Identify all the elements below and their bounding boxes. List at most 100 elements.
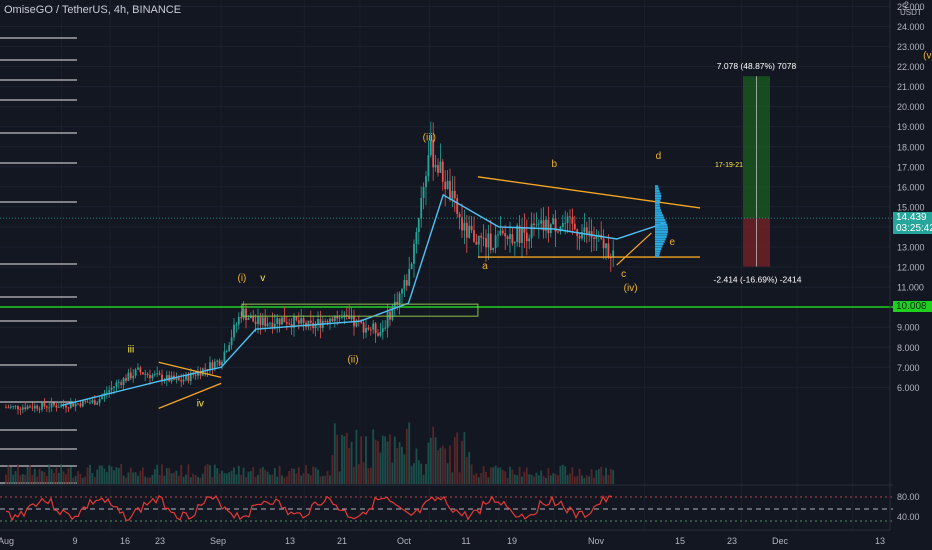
volume-bar bbox=[67, 468, 70, 484]
volume-bar bbox=[365, 436, 367, 484]
volume-bar bbox=[391, 462, 394, 484]
candle-body bbox=[513, 242, 516, 244]
volume-bar bbox=[139, 470, 142, 484]
volume-bar bbox=[533, 476, 535, 484]
profile-bar bbox=[655, 199, 661, 202]
profile-bar bbox=[655, 221, 667, 224]
volume-bar bbox=[518, 466, 521, 484]
time-tick: 16 bbox=[120, 536, 130, 546]
volume-bar bbox=[528, 474, 531, 484]
volume-bar bbox=[434, 437, 437, 484]
volume-bar bbox=[62, 471, 65, 484]
volume-bar bbox=[285, 476, 288, 484]
wave-label: (iii) bbox=[423, 133, 436, 144]
volume-bar bbox=[225, 473, 228, 484]
candle-body bbox=[456, 198, 459, 215]
volume-bar bbox=[98, 465, 101, 484]
volume-bar bbox=[432, 426, 435, 484]
candle-body bbox=[537, 223, 540, 225]
candle-body bbox=[523, 226, 526, 233]
price-tick: 17.000 bbox=[897, 162, 925, 172]
candle-body bbox=[417, 218, 420, 233]
candle-body bbox=[535, 224, 538, 226]
volume-bar bbox=[427, 442, 430, 484]
candle-body bbox=[240, 316, 243, 319]
volume-bar bbox=[362, 462, 365, 484]
volume-bar bbox=[451, 472, 454, 484]
price-tick: 18.000 bbox=[897, 142, 925, 152]
volume-bar bbox=[77, 471, 79, 484]
candle-body bbox=[72, 403, 75, 407]
volume-bar bbox=[189, 477, 192, 484]
candle-body bbox=[209, 362, 211, 371]
profile-bar bbox=[655, 228, 668, 231]
candle-body bbox=[53, 402, 55, 406]
volume-bar bbox=[494, 465, 497, 484]
chart-title: OmiseGO / TetherUS, 4h, BINANCE bbox=[4, 4, 182, 16]
candle-body bbox=[9, 406, 12, 408]
profile-bar bbox=[655, 245, 663, 248]
candle-body bbox=[408, 269, 411, 286]
candle-body bbox=[571, 217, 574, 224]
volume-profile-lines bbox=[0, 37, 77, 484]
volume-bars bbox=[5, 422, 615, 484]
volume-bar bbox=[331, 454, 334, 484]
volume-bar bbox=[429, 437, 432, 484]
long-position-tool[interactable]: 7.078 (48.87%) 7078 -2.414 (-16.69%) -241… bbox=[0, 61, 893, 285]
volume-bar bbox=[348, 447, 351, 484]
candle-body bbox=[578, 236, 581, 239]
volume-bar bbox=[516, 475, 519, 484]
candle-body bbox=[494, 235, 497, 248]
candle-body bbox=[326, 321, 329, 323]
candle-body bbox=[81, 400, 84, 407]
candle-body bbox=[429, 139, 432, 156]
candle-body bbox=[482, 237, 485, 239]
volume-bar bbox=[209, 465, 211, 484]
candle-body bbox=[19, 409, 22, 411]
volume-bar bbox=[129, 467, 132, 484]
candle-body bbox=[530, 223, 533, 239]
time-tick: Oct bbox=[397, 536, 412, 546]
volume-bar bbox=[79, 473, 82, 484]
candle-body bbox=[245, 308, 247, 321]
volume-bar bbox=[374, 439, 377, 484]
candle-body bbox=[259, 316, 262, 326]
volume-bar bbox=[336, 435, 339, 484]
range-box bbox=[241, 303, 479, 317]
candle-body bbox=[374, 323, 377, 334]
candle-body bbox=[533, 223, 535, 226]
drawings[interactable] bbox=[158, 176, 701, 410]
candle-body bbox=[187, 374, 190, 381]
volume-bar bbox=[38, 468, 41, 484]
volume-bar bbox=[278, 465, 281, 484]
volume-bar bbox=[149, 477, 151, 484]
volume-bar bbox=[602, 475, 605, 484]
ratio-label: 17-19-21 bbox=[715, 162, 743, 169]
candle-body bbox=[156, 373, 159, 375]
candle-body bbox=[475, 241, 478, 245]
volume-bar bbox=[137, 475, 139, 484]
candle-body bbox=[557, 231, 559, 233]
candle-body bbox=[401, 289, 403, 294]
wave-label: iv bbox=[197, 398, 204, 409]
wave-label: d bbox=[656, 151, 662, 162]
wave-label: (iv) bbox=[624, 283, 638, 294]
volume-bar bbox=[108, 465, 111, 484]
volume-bar bbox=[357, 464, 360, 484]
candle-body bbox=[345, 314, 348, 316]
candle-body bbox=[269, 322, 271, 324]
candle-body bbox=[57, 407, 60, 408]
volume-bar bbox=[497, 467, 499, 484]
candle-body bbox=[165, 375, 168, 381]
candle-body bbox=[252, 315, 255, 322]
candle-body bbox=[266, 323, 269, 327]
volume-bar bbox=[333, 423, 336, 484]
candle-body bbox=[525, 232, 528, 242]
volume-bar bbox=[552, 473, 555, 484]
profile-bar bbox=[655, 235, 667, 238]
volume-bar bbox=[425, 463, 427, 484]
wave-label: a bbox=[482, 261, 488, 272]
candle-body bbox=[453, 190, 456, 199]
volume-bar bbox=[540, 470, 543, 484]
